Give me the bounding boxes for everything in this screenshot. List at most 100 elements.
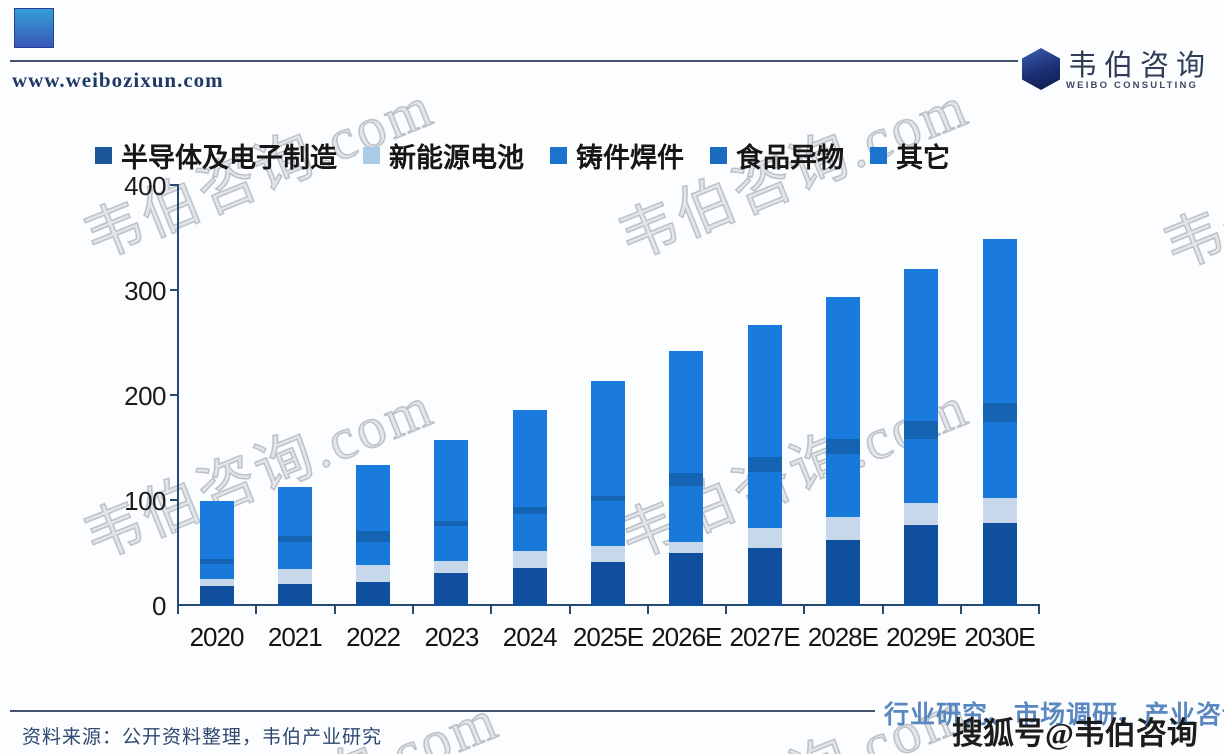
bar-segment	[591, 495, 625, 501]
legend-swatch-icon	[710, 147, 727, 164]
x-axis-label: 2021	[267, 622, 323, 652]
x-axis-tick	[568, 604, 571, 614]
x-axis-label: 2029E	[886, 622, 957, 652]
bar-segment	[825, 453, 860, 517]
x-axis-label: 2028E	[807, 622, 879, 652]
legend-swatch-icon	[363, 147, 380, 164]
company-logo: 韦伯咨询 WEIBO CONSULTING	[1020, 42, 1220, 102]
legend-item-battery: 新能源电池	[363, 136, 524, 175]
bar-segment	[825, 297, 860, 440]
x-axis-tick	[646, 604, 649, 614]
bar-segment	[747, 324, 782, 457]
y-axis-label: 400	[124, 171, 166, 201]
legend-label: 食品异物	[736, 143, 844, 173]
bar-segment	[277, 487, 312, 536]
bar-segment	[434, 520, 469, 527]
bar-2024	[512, 409, 547, 606]
logo-name-cn: 韦伯咨询	[1068, 50, 1213, 82]
x-axis-tick	[881, 604, 884, 614]
legend-label: 新能源电池	[389, 143, 524, 173]
bar-segment	[277, 541, 312, 570]
bar-segment	[669, 486, 704, 542]
x-axis-label: 2023	[424, 622, 479, 652]
bar-segment	[591, 546, 625, 562]
bar-2027E	[747, 324, 782, 606]
bar-segment	[512, 568, 547, 606]
sohu-account-badge: 搜狐号@韦伯咨询	[952, 716, 1198, 751]
bar-segment	[669, 553, 704, 606]
bar-segment	[982, 523, 1017, 606]
legend-item-semiconductor: 半导体及电子制造	[95, 136, 337, 175]
bar-segment	[825, 516, 860, 540]
y-axis-tick	[170, 499, 177, 501]
y-axis-label: 0	[152, 591, 166, 621]
x-axis-tick	[803, 604, 806, 614]
footer-divider	[10, 710, 875, 712]
legend-item-castings: 铸件焊件	[550, 136, 684, 175]
bar-segment	[747, 471, 782, 529]
bar-segment	[277, 569, 312, 584]
bar-segment	[356, 465, 391, 532]
bar-segment	[904, 268, 939, 422]
bar-segment	[669, 472, 704, 487]
bar-segment	[982, 238, 1017, 404]
website-url: www.weibozixun.com	[12, 68, 224, 92]
legend-label: 半导体及电子制造	[121, 143, 337, 173]
x-axis-tick	[333, 604, 336, 614]
bar-segment	[434, 526, 469, 561]
bar-2026E	[669, 350, 704, 606]
logo-name-en: WEIBO CONSULTING	[1066, 80, 1199, 91]
bar-segment	[356, 541, 391, 566]
x-axis-tick	[725, 604, 728, 614]
legend-swatch-icon	[550, 147, 567, 164]
bar-2021	[277, 487, 312, 606]
x-axis-tick	[960, 604, 962, 614]
x-axis-label: 2024	[502, 622, 558, 652]
source-note: 资料来源：公开资料整理，韦伯产业研究	[22, 727, 383, 748]
bar-segment	[982, 403, 1017, 423]
bar-segment	[669, 350, 704, 473]
bar-segment	[512, 513, 547, 552]
bar-2023	[434, 440, 469, 606]
bar-segment	[591, 501, 625, 547]
legend-swatch-icon	[870, 147, 887, 164]
bar-segment	[512, 551, 547, 569]
bar-segment	[356, 531, 391, 542]
bar-segment	[904, 525, 939, 606]
bar-segment	[591, 561, 625, 606]
bar-segment	[356, 581, 391, 606]
y-axis-line	[177, 184, 179, 606]
bar-segment	[434, 573, 469, 606]
bar-segment	[199, 586, 234, 606]
bar-segment	[669, 541, 704, 554]
x-axis-tick	[255, 604, 258, 614]
legend-item-other: 其它	[870, 136, 950, 175]
bar-segment	[434, 560, 469, 574]
bar-2025E	[591, 381, 625, 606]
legend-swatch-icon	[95, 147, 112, 164]
legend-item-food: 食品异物	[710, 136, 844, 175]
y-axis-label: 200	[124, 381, 166, 411]
bar-segment	[591, 381, 625, 496]
bar-segment	[277, 535, 312, 542]
bar-segment	[904, 421, 939, 440]
hexagon-logo-icon	[1022, 48, 1060, 90]
y-axis-tick	[170, 394, 177, 396]
legend-label: 其它	[896, 143, 950, 173]
x-axis-tick	[1038, 604, 1041, 614]
x-axis-tick	[411, 604, 414, 614]
bar-2030E	[982, 238, 1017, 606]
bar-segment	[199, 564, 234, 579]
x-axis-label: 2026E	[651, 622, 722, 652]
bar-2028E	[825, 297, 860, 606]
legend-label: 铸件焊件	[576, 143, 684, 173]
x-axis-label: 2030E	[964, 622, 1035, 652]
bar-segment	[356, 565, 391, 582]
brand-square-logo	[14, 8, 54, 48]
x-axis-tick	[490, 604, 493, 614]
bar-segment	[199, 578, 234, 587]
bar-segment	[199, 558, 234, 565]
bar-segment	[512, 507, 547, 514]
